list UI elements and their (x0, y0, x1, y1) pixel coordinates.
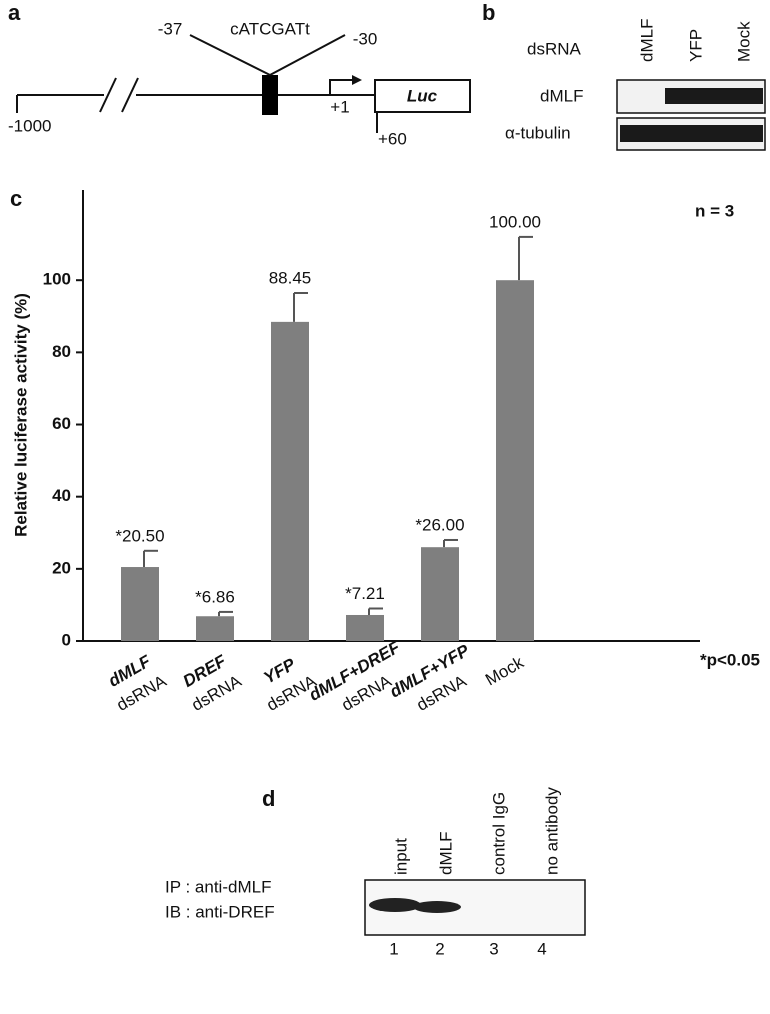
lane-number: 4 (537, 939, 546, 958)
header: dsRNA (527, 39, 582, 58)
start-label: -1000 (8, 116, 51, 135)
annotation: n = 3 (695, 201, 734, 220)
value-label: *20.50 (115, 526, 164, 545)
reporter-label: Luc (407, 86, 438, 105)
panel-letter: b (482, 0, 495, 25)
ib-label: IB : anti-DREF (165, 902, 275, 921)
site-label: -30 (353, 29, 378, 48)
motif-pointer (269, 34, 346, 76)
y-tick-label: 0 (62, 630, 71, 649)
bar (421, 547, 459, 641)
lane-number: 1 (389, 939, 398, 958)
panel-letter: d (262, 786, 275, 811)
lane-label: Mock (734, 21, 753, 62)
y-tick-label: 80 (52, 342, 71, 361)
blot-band (369, 898, 421, 912)
break-slash (121, 77, 139, 113)
motif-pointer (189, 34, 271, 76)
value-label: *6.86 (195, 587, 235, 606)
panel-letter: c (10, 186, 22, 211)
motif-box (262, 75, 278, 115)
row-label: α-tubulin (505, 123, 571, 142)
value-label: *26.00 (415, 515, 464, 534)
bar (346, 614, 384, 641)
value-label: 88.45 (269, 268, 312, 287)
lane-number: 2 (435, 939, 444, 958)
lane-label: YFP (686, 29, 705, 62)
lane-label: input (391, 838, 410, 875)
lane-label: dMLF (436, 832, 455, 875)
bar (271, 321, 309, 641)
value-label: *7.21 (345, 584, 385, 603)
lane-label: no antibody (542, 787, 561, 875)
panel-letter: a (8, 0, 21, 25)
y-axis-title: Relative luciferase activity (%) (11, 293, 30, 537)
y-tick-label: 20 (52, 558, 71, 577)
y-tick-label: 100 (43, 270, 71, 289)
tss-label: +1 (330, 97, 349, 116)
tss-arrow (329, 79, 355, 95)
plot: 020406080100*20.50dMLFdsRNA*6.86DREFdsRN… (43, 190, 700, 715)
arrowhead (352, 75, 362, 85)
bar (196, 616, 234, 641)
y-tick-label: 60 (52, 414, 71, 433)
bar (496, 280, 534, 641)
blot-band (665, 88, 763, 104)
bar (121, 567, 159, 641)
lane-label: dMLF (637, 19, 656, 62)
ip-label: IP : anti-dMLF (165, 877, 271, 896)
luc-box (374, 79, 471, 113)
end-label: +60 (378, 129, 407, 148)
site-label: -37 (158, 19, 183, 38)
lane-number: 3 (489, 939, 498, 958)
motif-label: cATCGATt (230, 19, 310, 38)
lane-label: control IgG (489, 792, 508, 875)
row-label: dMLF (540, 86, 583, 105)
blot-band (413, 901, 461, 913)
blot-band (620, 125, 763, 142)
value-label: 100.00 (489, 212, 541, 231)
x-tick-label: Mock (482, 652, 527, 689)
break-slash (99, 77, 117, 113)
annotation: *p<0.05 (700, 650, 760, 669)
y-tick-label: 40 (52, 486, 71, 505)
